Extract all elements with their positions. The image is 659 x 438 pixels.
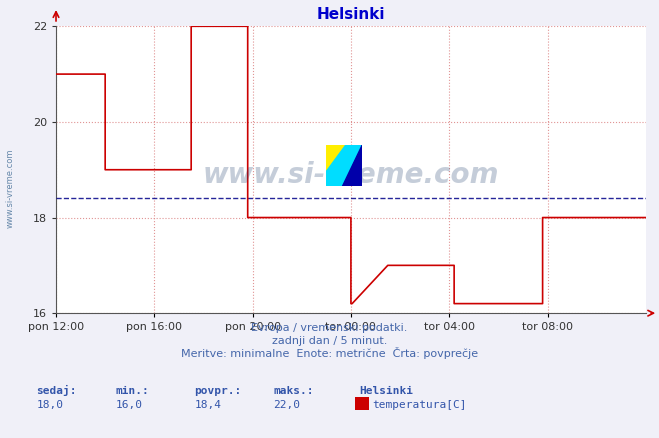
Polygon shape [326,145,346,186]
Text: 18,4: 18,4 [194,400,221,410]
Text: www.si-vreme.com: www.si-vreme.com [5,148,14,228]
Text: min.:: min.: [115,386,149,396]
Text: zadnji dan / 5 minut.: zadnji dan / 5 minut. [272,336,387,346]
Text: 18,0: 18,0 [36,400,63,410]
Text: Helsinki: Helsinki [359,386,413,396]
Text: 16,0: 16,0 [115,400,142,410]
Text: povpr.:: povpr.: [194,386,242,396]
Text: sedaj:: sedaj: [36,385,76,396]
Text: www.si-vreme.com: www.si-vreme.com [203,162,499,190]
Text: Evropa / vremenski podatki.: Evropa / vremenski podatki. [251,323,408,333]
Text: maks.:: maks.: [273,386,314,396]
Text: temperatura[C]: temperatura[C] [372,400,467,410]
Polygon shape [343,145,362,186]
Title: Helsinki: Helsinki [317,7,385,22]
Text: 22,0: 22,0 [273,400,301,410]
Text: Meritve: minimalne  Enote: metrične  Črta: povprečje: Meritve: minimalne Enote: metrične Črta:… [181,347,478,359]
Polygon shape [326,145,362,186]
